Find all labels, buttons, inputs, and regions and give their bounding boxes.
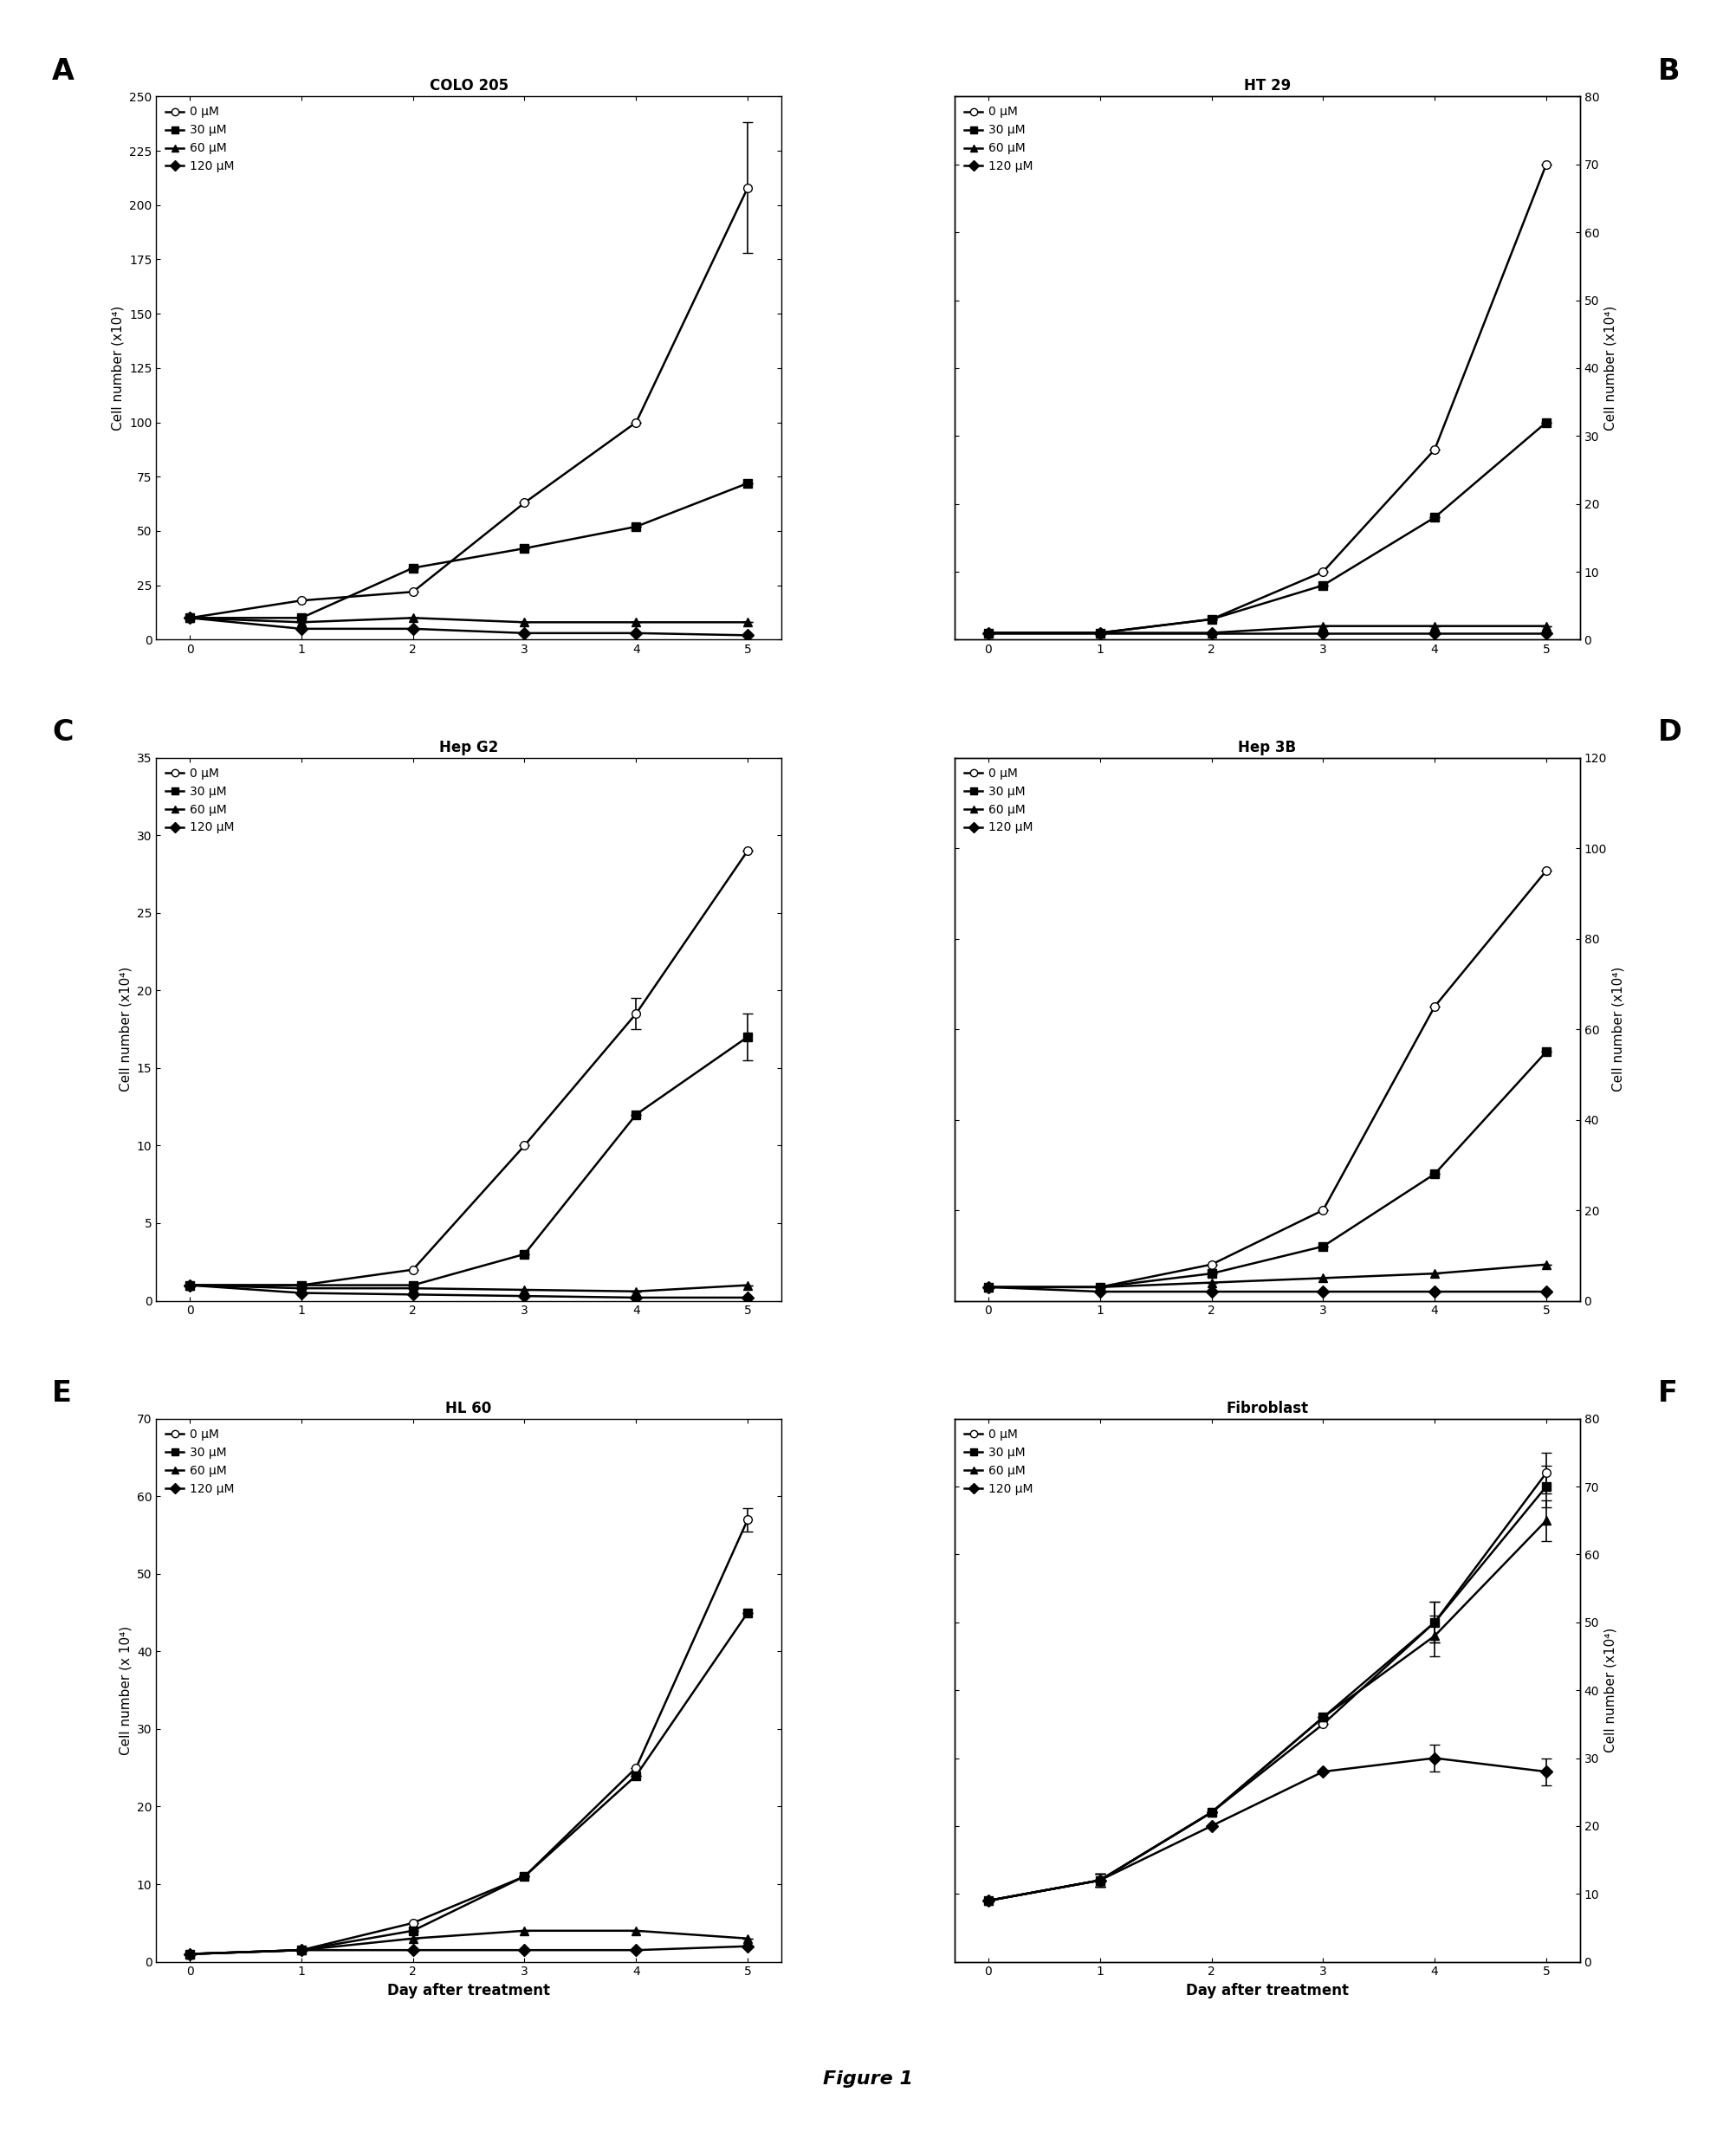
Y-axis label: Cell number (x10⁴): Cell number (x10⁴) [1604,1627,1616,1752]
X-axis label: Day after treatment: Day after treatment [387,1983,550,1998]
Text: A: A [52,58,75,86]
Legend: 0 μM, 30 μM, 60 μM, 120 μM: 0 μM, 30 μM, 60 μM, 120 μM [161,763,238,838]
Y-axis label: Cell number (x10⁴): Cell number (x10⁴) [1604,307,1616,431]
Title: COLO 205: COLO 205 [429,79,509,94]
Title: Fibroblast: Fibroblast [1226,1400,1309,1415]
Title: Hep 3B: Hep 3B [1238,740,1297,755]
Y-axis label: Cell number (x10⁴): Cell number (x10⁴) [1611,967,1625,1091]
Title: HL 60: HL 60 [446,1400,491,1415]
Legend: 0 μM, 30 μM, 60 μM, 120 μM: 0 μM, 30 μM, 60 μM, 120 μM [960,763,1036,838]
Y-axis label: Cell number (x10⁴): Cell number (x10⁴) [111,307,125,431]
Legend: 0 μM, 30 μM, 60 μM, 120 μM: 0 μM, 30 μM, 60 μM, 120 μM [960,1424,1036,1499]
Legend: 0 μM, 30 μM, 60 μM, 120 μM: 0 μM, 30 μM, 60 μM, 120 μM [161,103,238,176]
Title: HT 29: HT 29 [1243,79,1292,94]
Text: B: B [1658,58,1680,86]
Legend: 0 μM, 30 μM, 60 μM, 120 μM: 0 μM, 30 μM, 60 μM, 120 μM [960,103,1036,176]
Text: C: C [52,718,73,746]
X-axis label: Day after treatment: Day after treatment [1186,1983,1349,1998]
Text: Figure 1: Figure 1 [823,2071,913,2088]
Title: Hep G2: Hep G2 [439,740,498,755]
Y-axis label: Cell number (x 10⁴): Cell number (x 10⁴) [120,1625,132,1754]
Text: E: E [52,1379,71,1409]
Legend: 0 μM, 30 μM, 60 μM, 120 μM: 0 μM, 30 μM, 60 μM, 120 μM [161,1424,238,1499]
Y-axis label: Cell number (x10⁴): Cell number (x10⁴) [120,967,132,1091]
Text: D: D [1658,718,1682,746]
Text: F: F [1658,1379,1677,1409]
